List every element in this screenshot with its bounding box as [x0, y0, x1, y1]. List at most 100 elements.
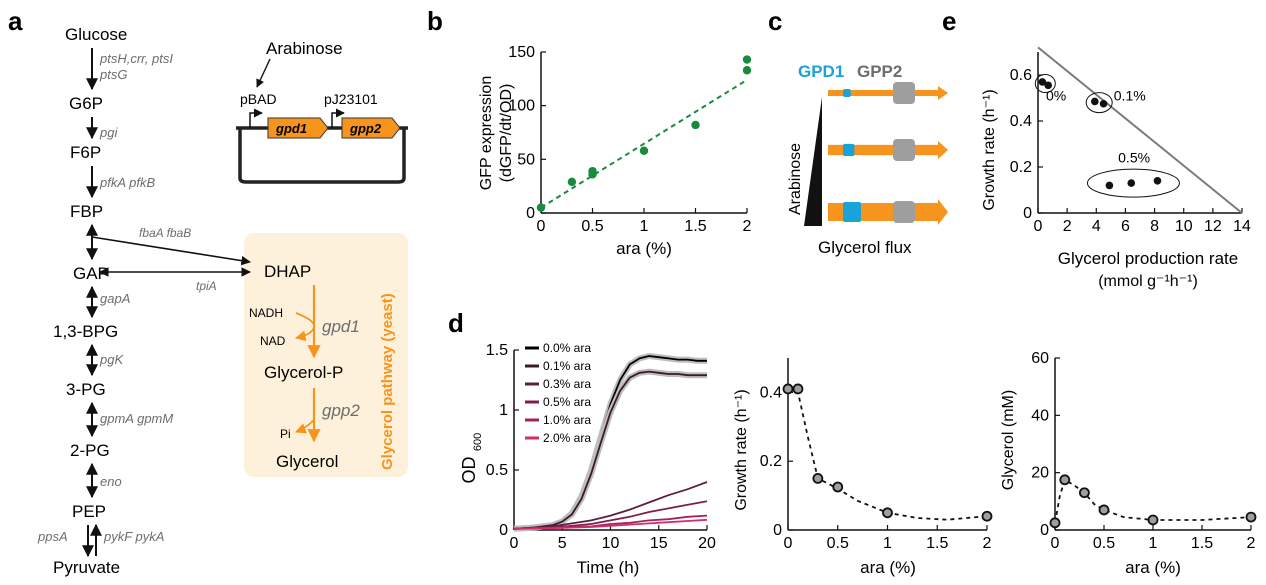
y-axis-label-units: (dGFP/dt/OD) [498, 84, 515, 183]
x-axis-label: Glycerol production rate [1058, 249, 1238, 268]
metabolite-f6p: F6P [70, 143, 101, 162]
enzyme-fba: fbaA fbaB [139, 226, 191, 240]
metabolite-1-3-bpg: 1,3-BPG [53, 322, 118, 341]
gpp2-protein-label: GPP2 [857, 62, 902, 81]
y-tick-label: 0 [499, 522, 508, 539]
data-point [1044, 81, 1052, 90]
x-tick-label: 4 [1092, 218, 1101, 235]
x-tick-label: 6 [1121, 218, 1130, 235]
data-point [1147, 514, 1159, 526]
data-point [792, 383, 804, 395]
group-ellipse-01 [1085, 92, 1113, 114]
gene-gpp2-label: gpp2 [349, 121, 382, 136]
flux-arrow-head [938, 199, 948, 225]
legend-label: 0.0% ara [543, 341, 591, 355]
trend-curve [1054, 478, 1252, 523]
data-point [1059, 474, 1071, 486]
data-point [588, 166, 597, 176]
enzyme-gpp2: gpp2 [322, 401, 360, 420]
data-point [832, 481, 844, 493]
y-axis-label: Growth rate (h⁻¹) [981, 89, 998, 210]
legend: 0.0% ara 0.1% ara 0.3% ara 0.5% ara 1.0% ara… [525, 341, 591, 445]
panel-c-schematic: GPD1 GPP2 Arabinose Glycerol flux [787, 62, 948, 257]
promoter-pbad: pBAD [240, 91, 277, 107]
fit-line [540, 79, 748, 209]
trend-curve [787, 388, 988, 521]
data-point [1245, 511, 1257, 523]
y-tick-label: 60 [1031, 350, 1049, 367]
flux-arrow-head [938, 85, 948, 101]
data-point [567, 177, 577, 187]
y-axis-label: GFP expression [478, 76, 495, 190]
y-tick-label: 0.2 [760, 453, 782, 470]
data-point [1049, 517, 1061, 529]
metabolite-2-pg: 2-PG [70, 441, 110, 460]
y-tick-label: 0 [526, 205, 535, 222]
gpp2-expression-block [893, 201, 915, 223]
enzyme-pyk: pykF pykA [103, 529, 164, 544]
metabolite-pyruvate: Pyruvate [53, 558, 120, 577]
pbad-promoter-arrow [249, 108, 263, 128]
y-tick-label: 0.2 [1010, 159, 1032, 176]
x-tick-label: 2 [1247, 535, 1256, 552]
x-tick-label: 14 [1233, 218, 1251, 235]
gpd1-expression-block [843, 202, 861, 222]
legend-label: 0.1% ara [543, 359, 591, 373]
y-tick-label: 20 [1031, 465, 1049, 482]
chart-b-gfp: 0 0.5 1 1.5 2 0 50 100 150 ara (%) GFP expression(… [478, 44, 752, 258]
x-tick-label: 0.5 [581, 218, 603, 235]
nadh-arc [294, 312, 315, 342]
enzyme-tpi: tpiA [196, 279, 217, 293]
x-tick-label: 0 [784, 535, 793, 552]
flux-arrow-body [828, 144, 938, 156]
y-tick-label: 0 [1023, 205, 1032, 222]
panel-label-d: d [448, 308, 464, 338]
enzyme-gapa: gapA [100, 291, 130, 306]
chart-d-growth-rate: 0 0.5 1 1.5 2 0 0.2 0.4 ara (%) Growth rate (h⁻¹) [733, 358, 993, 577]
glycerol-flux-label: Glycerol flux [818, 238, 912, 257]
pj23101-promoter-arrow [331, 108, 345, 128]
group-label-05: 0.5% [1118, 149, 1150, 165]
x-tick-label: 2 [743, 218, 752, 235]
data-point [1098, 504, 1110, 516]
x-tick-label: 0 [537, 218, 546, 235]
data-point [1079, 487, 1090, 499]
x-tick-label: 1 [883, 535, 892, 552]
y-axis-label: Glycerol (mM) [1000, 390, 1017, 490]
group-label-01: 0.1% [1114, 87, 1146, 103]
enzyme-gpd1: gpd1 [322, 317, 360, 336]
x-axis-label: ara (%) [1125, 558, 1181, 577]
data-point [691, 120, 700, 130]
x-tick-label: 0 [1051, 535, 1060, 552]
group-label-0: 0% [1046, 87, 1066, 103]
group-ellipse-0 [1034, 74, 1056, 94]
series-line [513, 518, 708, 530]
y-tick-label: 150 [508, 44, 535, 61]
y-tick-label: 1.5 [486, 342, 508, 359]
pi-arc [294, 419, 315, 434]
enzyme-pts: ptsH,crr, ptsI [99, 51, 173, 66]
plasmid-inducer: Arabinose [266, 39, 343, 58]
cofactor-nadh: NADH [249, 306, 283, 320]
gpp2-expression-block [893, 82, 915, 104]
data-point [1105, 181, 1114, 190]
panel-label-a: a [8, 6, 23, 36]
gpp2-expression-block [893, 139, 915, 161]
metabolite-3-pg: 3-PG [66, 380, 106, 399]
data-point [882, 507, 893, 519]
x-tick-label: 1.5 [684, 218, 706, 235]
y-tick-label: 50 [517, 151, 535, 168]
gpd1-expression-block [843, 88, 851, 98]
gene-gpp2-block [341, 117, 401, 139]
x-tick-label: 0.5 [1093, 535, 1115, 552]
fba-arrow [91, 236, 251, 266]
pareto-line [1037, 46, 1243, 214]
y-axis-label: Growth rate (h⁻¹) [733, 389, 750, 510]
metabolite-dhap: DHAP [264, 262, 311, 281]
y-tick-label: 0.6 [1010, 67, 1032, 84]
x-tick-label: 15 [650, 535, 668, 552]
chart-d-growth-curves: 0 5 10 15 20 0 0.5 1 1.5 0.0% ara 0.1% ara 0.3% ara… [459, 341, 716, 577]
gpd1-protein-label: GPD1 [798, 62, 844, 81]
enzyme-eno: eno [100, 474, 122, 489]
